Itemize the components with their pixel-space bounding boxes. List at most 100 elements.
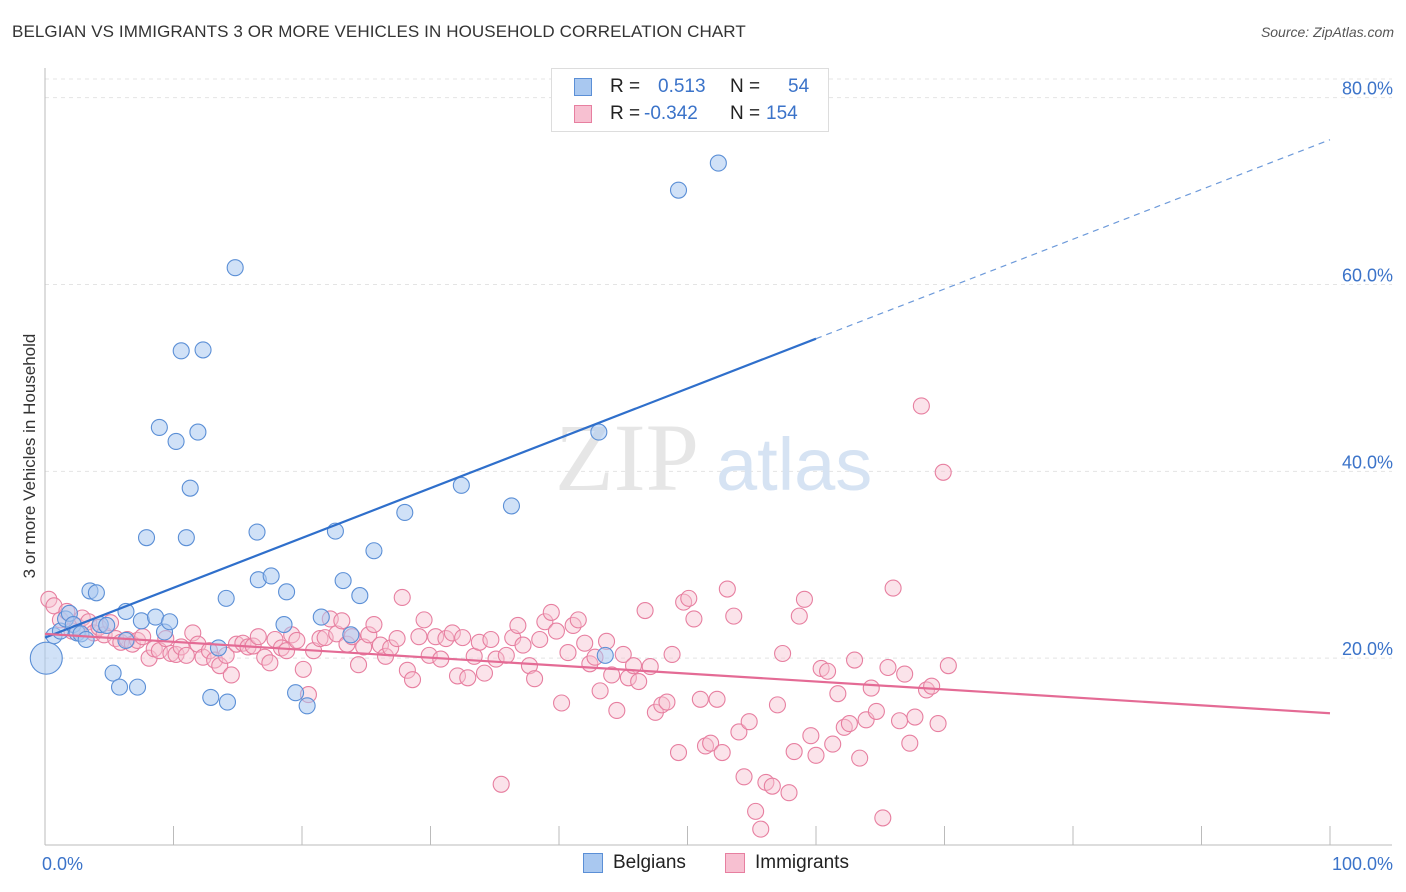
immigrants-point [459,669,477,687]
immigrants-point [740,713,758,731]
watermark-zip: ZIP [555,404,699,511]
immigrants-point [630,672,648,691]
axes [44,68,1392,846]
immigrants-point [807,746,825,764]
correlation-legend: R = 0.513 N = 54 R = -0.342 N = 154 [551,68,829,132]
immigrants-point [934,463,952,481]
belgians-point [132,612,150,630]
immigrants-point [785,743,803,761]
immigrants-point [249,628,267,646]
immigrants-point [663,645,681,663]
immigrants-point [819,662,837,680]
immigrants-point [45,597,63,615]
belgians-point [87,584,105,602]
belgians-point [29,641,63,675]
belgians-point [669,181,688,199]
legend-row-belgians: R = 0.513 N = 54 [552,74,828,100]
immigrants-point [278,642,296,660]
immigrants-point [349,656,368,674]
immigrants-point [696,737,715,755]
belgians-point [98,616,116,635]
r-label: R = [610,103,641,124]
immigrants-point [475,664,494,682]
trend-lines [44,139,1331,715]
immigrants-point [780,784,798,802]
belgians-point [248,523,266,541]
immigrants-point [415,611,433,629]
immigrants-point [294,660,312,678]
immigrants-point [658,693,676,711]
immigrants-point [514,636,532,654]
immigrants-point [790,607,808,625]
y-tick-label: 80.0% [1342,79,1393,99]
immigrants-point [840,715,858,733]
immigrants-point [802,727,820,745]
belgians-swatch [574,78,592,96]
immigrants-point [427,628,445,646]
legend-row-immigrants: R = -0.342 N = 154 [552,101,828,127]
belgians-point [262,567,280,585]
immigrants-point [680,589,698,607]
immigrants-point [448,667,467,685]
belgians-trend-extension [815,139,1331,340]
immigrants-point [929,715,947,733]
immigrants-point [862,679,880,697]
immigrants-point [388,630,406,648]
immigrants-point [288,631,306,649]
immigrants-point [526,670,544,688]
belgians-point [77,630,95,649]
x-tick-label: 100.0% [1332,854,1393,874]
immigrants-point [685,610,703,628]
belgians-point [396,503,414,521]
source-label: Source: ZipAtlas.com [1260,24,1394,40]
x-tick-label: 0.0% [42,854,83,874]
belgians-point [298,697,316,715]
immigrants-point [553,694,571,712]
belgians-point [137,529,156,547]
belgians-point [161,613,179,631]
belgians-label: Belgians [613,852,686,873]
immigrants-point [867,702,885,720]
immigrants-point [410,628,428,646]
immigrants-point [669,743,688,762]
immigrants-point [559,644,577,662]
immigrants-point [603,666,621,684]
immigrants-point [768,696,787,714]
immigrants-point [763,777,781,795]
immigrants-swatch [574,105,592,123]
immigrants-point [547,622,565,640]
immigrants-point [752,820,770,838]
immigrants-point [398,661,416,679]
y-tick-label: 20.0% [1342,639,1393,659]
belgians-point [217,589,235,607]
watermark: ZIP atlas [555,404,872,511]
immigrants-point [177,646,195,664]
belgians-point [128,678,147,696]
immigrants-point [795,590,813,608]
immigrants-point [725,607,743,625]
immigrants-point [713,743,731,762]
immigrants-point [576,634,594,652]
immigrants-point [222,666,240,684]
belgians-point [365,542,383,560]
immigrants-point [487,650,505,668]
immigrants-point [747,802,765,820]
n-label: N = [730,76,761,97]
y-tick-label: 60.0% [1342,266,1393,286]
immigrants-point [569,611,587,629]
belgians-point [110,678,129,696]
watermark-atlas: atlas [716,423,872,506]
belgians-point [275,615,293,634]
belgians-point [502,497,521,515]
immigrants-point [708,690,726,708]
immigrants-point [896,665,914,683]
immigrants-point [901,734,919,752]
tick-labels: 20.0% 40.0% 60.0% 80.0% 0.0% 100.0% [42,79,1393,874]
belgians-point [596,646,614,664]
immigrants-point [360,626,378,644]
immigrants-point [923,677,941,695]
belgians-point [150,418,168,436]
belgians-point [146,608,165,626]
r-label: R = [610,76,641,97]
immigrants-point [371,636,389,654]
